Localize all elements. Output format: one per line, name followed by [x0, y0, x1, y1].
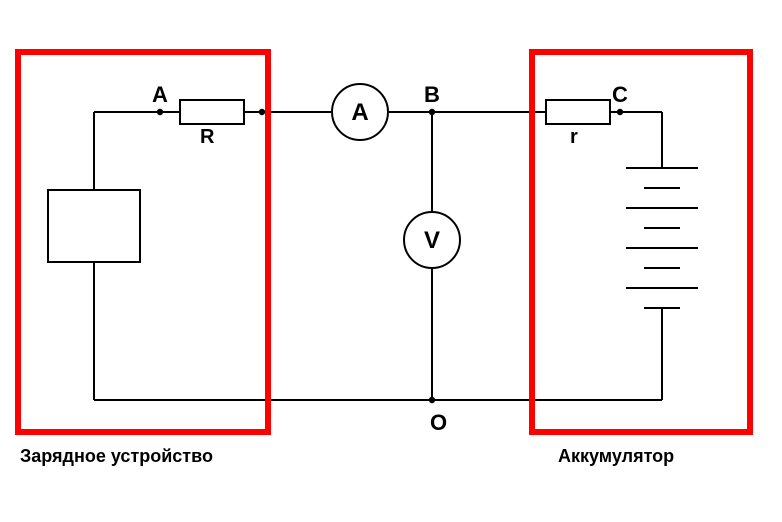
resistor-r-upper-label: R — [200, 126, 214, 149]
node-label-b: B — [424, 82, 440, 108]
node-dot-c — [617, 109, 623, 115]
node-label-o: O — [430, 410, 447, 436]
node-dot-a — [157, 109, 163, 115]
voltmeter-label: V — [424, 227, 440, 254]
node-dot-b — [429, 109, 435, 115]
node-dot-o — [429, 397, 435, 403]
resistor-r-lower-label: r — [570, 126, 578, 149]
circuit-svg: AV — [0, 0, 782, 522]
resistor-R — [180, 100, 244, 124]
node-label-a: A — [152, 82, 168, 108]
source-box — [48, 190, 140, 262]
battery-caption: Аккумулятор — [558, 446, 674, 467]
junction-dot-1 — [259, 109, 265, 115]
charger-caption: Зарядное устройство — [20, 446, 213, 467]
node-label-c: C — [612, 82, 628, 108]
ammeter-label: A — [351, 99, 368, 126]
resistor-r — [546, 100, 610, 124]
circuit-stage: AV A B C O R r Зарядное устройство Аккум… — [0, 0, 782, 522]
